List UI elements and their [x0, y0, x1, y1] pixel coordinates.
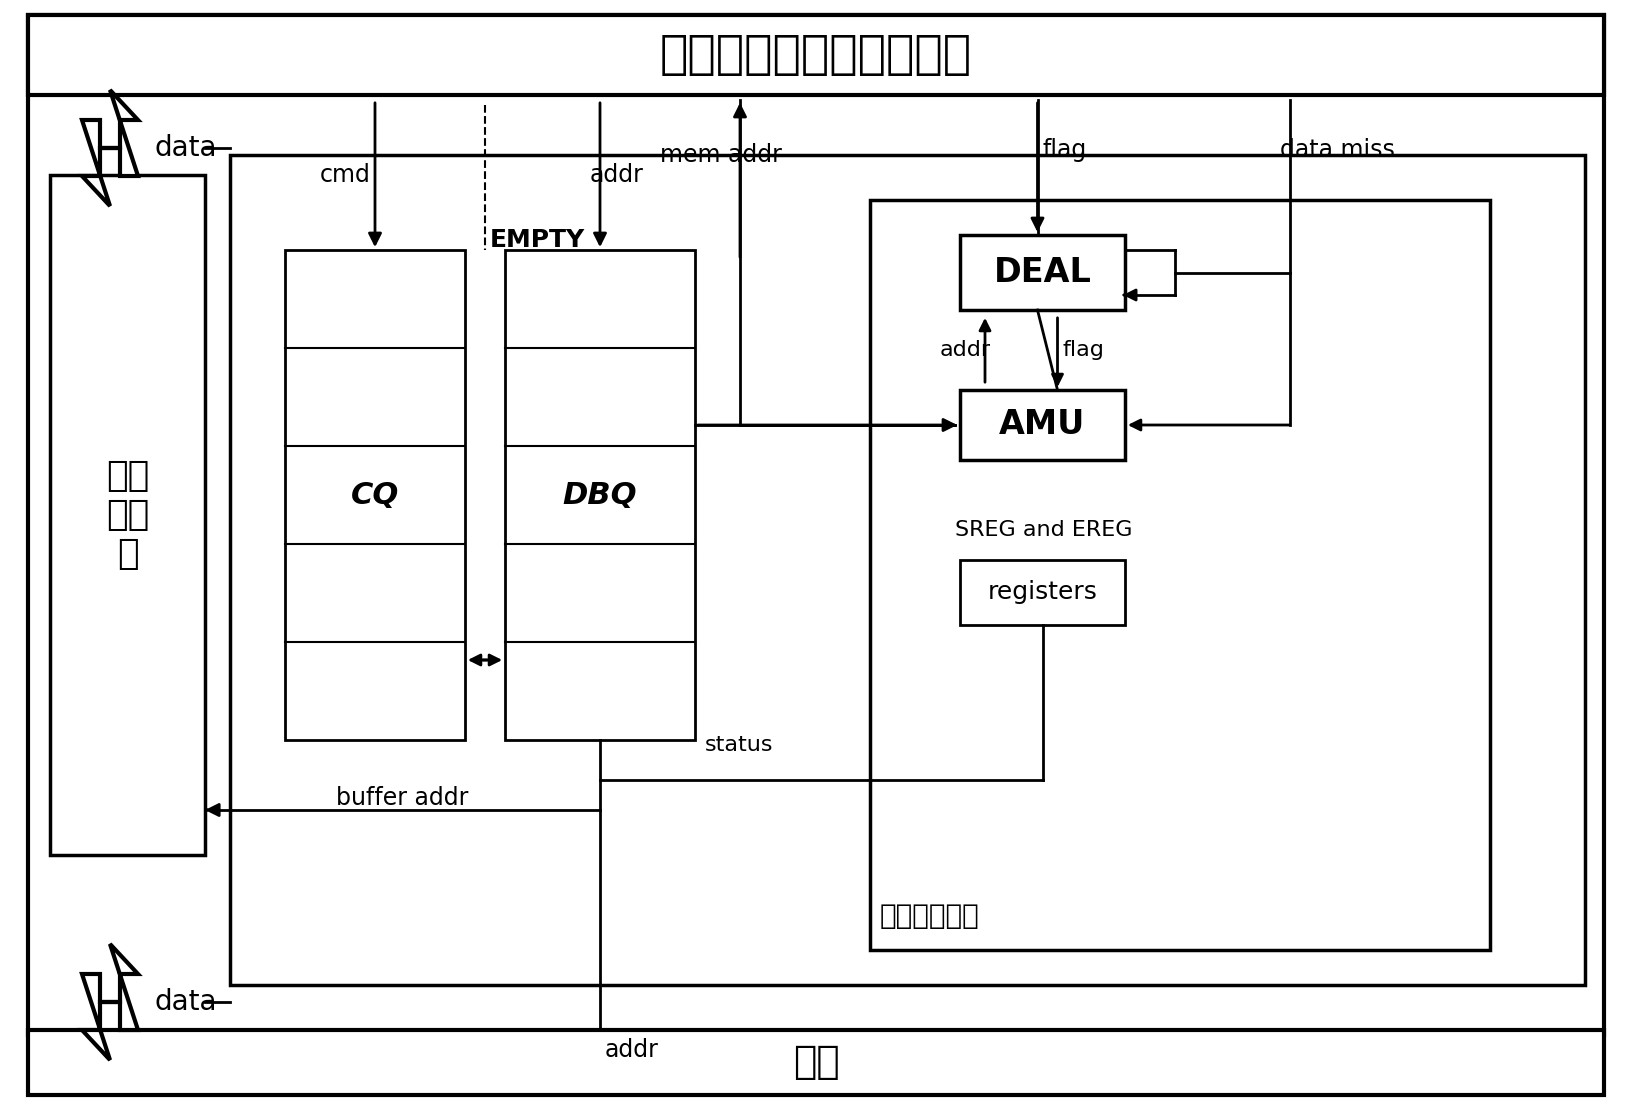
Bar: [960, 235, 1124, 310]
Bar: [286, 250, 465, 740]
Text: DEAL: DEAL: [994, 256, 1092, 289]
Text: DBQ: DBQ: [563, 480, 636, 510]
Bar: [504, 250, 695, 740]
Text: cmd: cmd: [320, 163, 370, 187]
Text: data miss: data miss: [1279, 138, 1395, 162]
Text: AMU: AMU: [999, 408, 1085, 442]
Text: data: data: [155, 988, 217, 1016]
Text: flag: flag: [1043, 138, 1087, 162]
Bar: [28, 1030, 1604, 1095]
Text: mem addr: mem addr: [659, 144, 782, 167]
Bar: [960, 560, 1124, 625]
Text: 缓冲器控制器: 缓冲器控制器: [880, 902, 979, 930]
Text: 内存: 内存: [793, 1043, 839, 1082]
Polygon shape: [82, 91, 139, 206]
Bar: [870, 200, 1490, 951]
Text: addr: addr: [591, 163, 645, 187]
Bar: [28, 15, 1604, 95]
Polygon shape: [82, 944, 139, 1060]
Text: addr: addr: [940, 340, 991, 360]
Text: CQ: CQ: [351, 480, 400, 510]
Text: registers: registers: [987, 581, 1097, 605]
Text: addr: addr: [605, 1038, 659, 1062]
Text: 高速
缓冲
器: 高速 缓冲 器: [106, 458, 149, 572]
Text: 片上硬件数据库处理器核: 片上硬件数据库处理器核: [659, 32, 973, 77]
Bar: [51, 176, 206, 854]
Text: status: status: [705, 735, 774, 755]
Text: SREG and EREG: SREG and EREG: [955, 520, 1133, 540]
Text: data: data: [155, 134, 217, 162]
Bar: [230, 155, 1585, 985]
Bar: [960, 390, 1124, 460]
Text: buffer addr: buffer addr: [336, 786, 468, 810]
Text: EMPTY: EMPTY: [490, 229, 586, 252]
Text: flag: flag: [1062, 340, 1105, 360]
